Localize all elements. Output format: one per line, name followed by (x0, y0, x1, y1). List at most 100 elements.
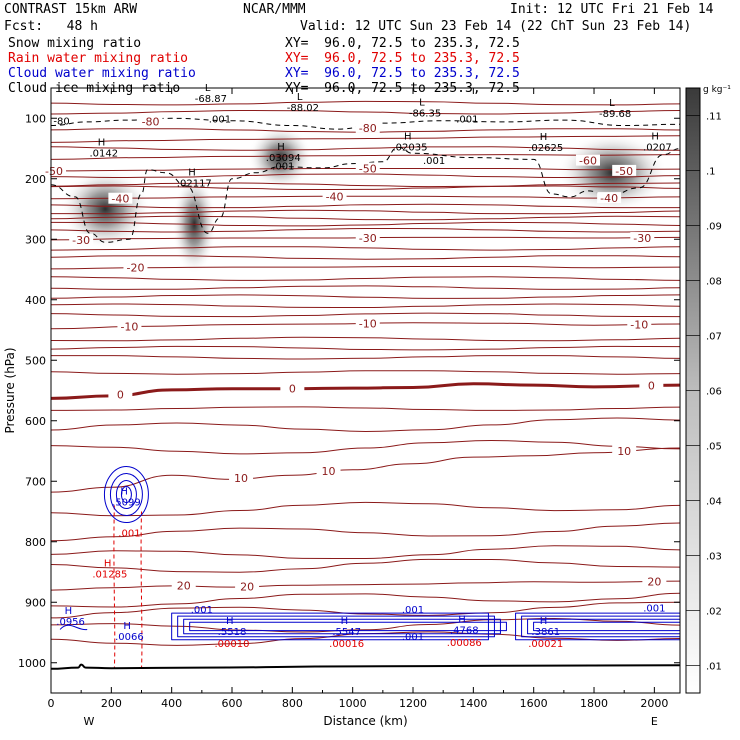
isotherm-line (51, 276, 680, 281)
ice-extremum-value: .02035 (392, 142, 427, 153)
colorbar-tick-label: .04 (706, 497, 722, 508)
isotherm-line (51, 522, 680, 542)
isotherm-line (51, 246, 680, 251)
isotherm-label-bg (355, 121, 380, 133)
snow-extremum-value: .02117 (177, 179, 212, 190)
field-name-cloud-water: Cloud water mixing ratio (8, 66, 196, 81)
isotherm-label: -20 (126, 262, 144, 275)
snow-extremum-letter: H (188, 168, 196, 179)
isotherm-label-bg (639, 379, 664, 391)
forecast-hour: Fcst: 48 h (4, 19, 98, 34)
colorbar-tick-label: .07 (706, 332, 722, 343)
cloud-water-contour (189, 621, 507, 632)
isotherm-line (51, 417, 680, 433)
isotherm-label: 20 (177, 579, 191, 592)
valid-time: Valid: 12 UTC Sun 23 Feb 14 (22 ChT Sun … (300, 19, 692, 34)
cloud-water-contour (103, 466, 149, 524)
x-tick-label: 1000 (339, 697, 367, 710)
isotherm-label: 20 (240, 581, 254, 594)
isotherm-line (51, 439, 680, 455)
isotherm-line (51, 558, 680, 573)
snow-shade-blob (557, 132, 668, 213)
cloud-contour-label: .001 (643, 603, 665, 614)
isotherm-label-bg (42, 164, 67, 176)
isotherm-line (51, 173, 680, 179)
snow-extremum-value: .0142 (89, 148, 118, 159)
cloud-ice-contour (51, 117, 680, 130)
isotherm-line (51, 109, 680, 115)
isotherm-label: -10 (359, 317, 377, 330)
isotherm-label: -50 (615, 165, 633, 178)
isotherm-label: -10 (120, 320, 138, 333)
x-tick-label: 200 (101, 697, 122, 710)
cloud-extremum-letter: H (341, 616, 349, 627)
isotherm-label-bg (355, 317, 380, 329)
colorbar-tick-label: .1 (706, 167, 716, 178)
isotherm--40 (51, 195, 680, 200)
ice-extremum-value: -88.02 (287, 103, 319, 114)
isotherm-label-bg (108, 388, 133, 400)
y-tick-label: 700 (25, 475, 46, 488)
cloud-extremum-letter: H (120, 486, 128, 497)
x-tick-label: 400 (161, 697, 182, 710)
colorbar-tick-label: .06 (706, 387, 722, 398)
field-name-snow: Snow mixing ratio (8, 36, 142, 51)
isotherm-line (51, 370, 680, 375)
rain-contour-label: .00016 (329, 639, 364, 650)
rain-contour-label: .001 (118, 528, 140, 539)
cloud-extremum-value: .0066 (115, 632, 144, 643)
plot-frame (50, 87, 681, 694)
isotherm-label: -30 (633, 232, 651, 245)
ice-contour-label: .001 (272, 162, 294, 173)
x-tick-label: 1400 (459, 697, 487, 710)
cloud-extremum-value: .5099 (112, 497, 141, 508)
x-axis-label: Distance (km) (323, 714, 407, 728)
isotherm-label-bg (235, 580, 260, 592)
isotherm-label-bg (630, 232, 655, 244)
cloud-extremum-letter: H (123, 621, 131, 632)
y-tick-label: 300 (25, 233, 46, 246)
isotherm-label: -80 (359, 122, 377, 135)
isotherm-line (51, 221, 680, 227)
colorbar-tick-label: .11 (706, 112, 722, 123)
isotherm-20 (51, 580, 680, 591)
cloud-extremum-value: .3861 (531, 627, 560, 638)
rain-contour (140, 511, 143, 669)
snow-extremum-letter: H (540, 132, 548, 143)
cloud-water-contour (533, 621, 680, 632)
rain-contour-label: .00010 (215, 639, 250, 650)
rain-contour (113, 505, 116, 669)
isotherm-label: 0 (117, 389, 124, 402)
isotherm-line (51, 185, 680, 191)
isotherm-label: -80 (142, 115, 160, 128)
x-tick-label: 0 (48, 697, 55, 710)
isotherm-label: 10 (234, 472, 248, 485)
cloud-extremum-value: .4768 (450, 626, 479, 637)
cloud-water-contour (177, 615, 495, 638)
y-tick-label: 900 (25, 596, 46, 609)
ice-extremum-value: .0207 (643, 142, 672, 153)
field-xy-cloud-water: XY= 96.0, 72.5 to 235.3, 72.5 (285, 66, 520, 81)
isotherm-line (51, 100, 680, 106)
ice-contour-label: .001 (456, 114, 478, 125)
cloud-water-contour (120, 486, 132, 504)
y-tick-label: 500 (25, 354, 46, 367)
x-tick-label: 1200 (399, 697, 427, 710)
snow-extremum-value: .03094 (266, 153, 301, 164)
isotherm-line (51, 545, 680, 560)
isotherm-line (51, 209, 680, 215)
west-label: W (84, 715, 95, 728)
colorbar-tick-label: .08 (706, 277, 722, 288)
cloud-extremum-letter: H (540, 616, 548, 627)
colorbar-tick-label: .01 (706, 662, 722, 673)
chart-center: NCAR/MMM (243, 2, 306, 17)
isotherm-label: 20 (647, 576, 661, 589)
cloud-contour-label: .001 (191, 605, 213, 616)
ice-extremum-value: -68.87 (195, 94, 227, 105)
cloud-extremum-letter: H (458, 615, 466, 626)
cloud-water-contour (527, 618, 680, 635)
cloud-water-contour (115, 480, 137, 510)
isotherm-label-bg (316, 464, 341, 476)
ice-extremum-letter: H (651, 131, 659, 142)
isotherm-label: -40 (326, 190, 344, 203)
